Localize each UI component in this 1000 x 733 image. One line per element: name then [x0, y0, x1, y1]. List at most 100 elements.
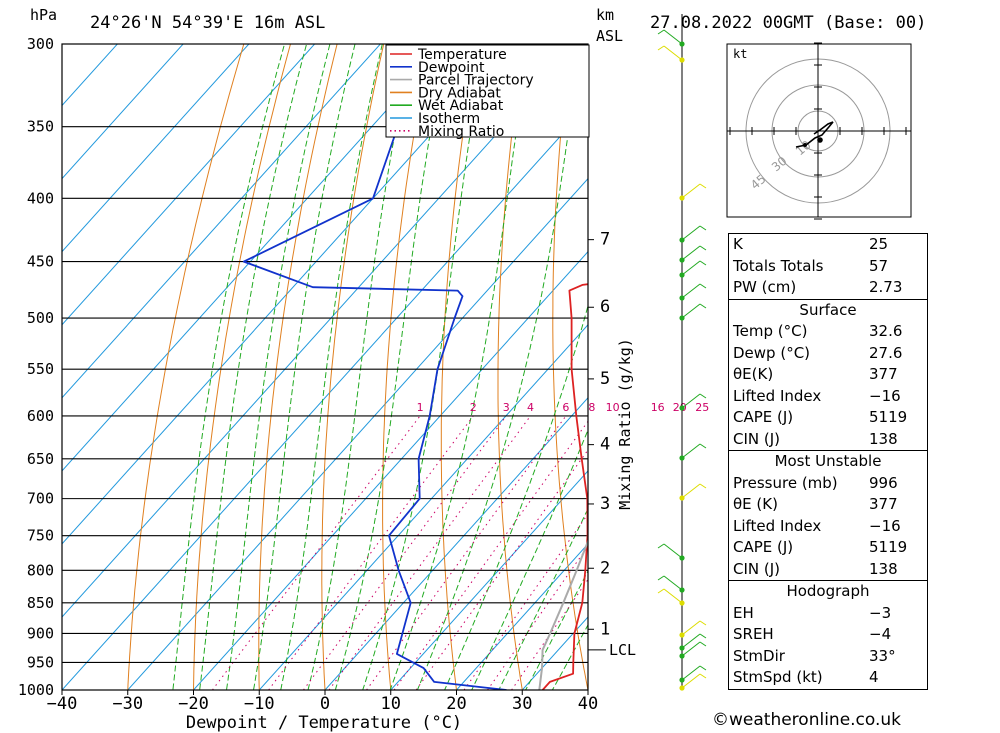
mixing-ratio-label: 25 [695, 401, 709, 414]
wind-barb-flag [699, 183, 707, 189]
pressure-label: 800 [27, 561, 54, 579]
km-label: 4 [600, 435, 610, 455]
wind-barb-shaft [681, 633, 701, 649]
wind-barb-shaft [681, 283, 701, 299]
mixing-ratio-line [366, 415, 567, 690]
mu-cape: CAPE (J) 5119 [733, 538, 908, 556]
mixing-ratio-label: 2 [470, 401, 477, 414]
mixing-ratio-line [415, 449, 588, 690]
wind-barb-shaft [681, 665, 701, 681]
mu-cin: CIN (J) 138 [733, 559, 898, 578]
wind-barb-flag [699, 641, 707, 647]
wind-barb-shaft [681, 443, 701, 459]
km-label: 1 [600, 619, 610, 639]
x-tick-label: −10 [244, 694, 275, 714]
wind-barb-flag [699, 620, 707, 626]
index-totals: Totals Totals 57 [733, 256, 889, 275]
sounding-curves [242, 44, 588, 690]
dry-adiabat-line [938, 0, 1000, 690]
wind-barb-flag [657, 588, 665, 594]
x-tick-label: −30 [112, 694, 143, 714]
wind-barb-shaft [681, 483, 701, 499]
pressure-label: 400 [27, 189, 54, 207]
mixing-ratio-label: 8 [588, 401, 595, 414]
legend-label: Dry Adiabat [418, 85, 501, 101]
mixing-ratio-line [268, 415, 474, 690]
hodograph-trace [795, 121, 834, 148]
wind-barb-shaft [681, 245, 701, 261]
legend-label: Parcel Trajectory [418, 73, 534, 89]
mixing-ratio-line [463, 513, 588, 690]
pressure-label: 350 [27, 118, 54, 136]
mixing-ratio-axis-title: Mixing Ratio (g/kg) [616, 338, 634, 510]
height-km-labels: 1 2 3 4 5 6 7 LCL [588, 230, 636, 659]
surface-temp: Temp (°C) 32.6 [733, 322, 903, 340]
dewpoint-curve [242, 44, 507, 690]
wind-barb-flag [699, 245, 707, 251]
x-tick-label: 0 [320, 694, 330, 714]
pressure-label: 650 [27, 450, 54, 468]
mixing-ratio-label: 3 [503, 401, 510, 414]
wet-adiabat-line [280, 44, 383, 690]
x-tick-label: 40 [578, 694, 598, 714]
wind-barb-flag [699, 225, 707, 231]
dry-adiabat-line [258, 44, 338, 690]
dry-adiabat-line [552, 44, 588, 690]
wind-barb-flag [657, 29, 665, 35]
isotherm-line [62, 44, 184, 180]
wind-barb-flag [657, 45, 665, 51]
surface-dewp: Dewp (°C) 27.6 [733, 343, 903, 362]
dry-adiabat-line [982, 0, 1000, 690]
hodo-eh: EH −3 [733, 603, 892, 622]
isotherm-line [390, 470, 588, 690]
wind-barb-flag [699, 260, 707, 266]
wind-barb-shaft [681, 260, 701, 276]
legend-label: Isotherm [418, 111, 480, 127]
wind-barb-shaft [663, 575, 683, 591]
wet-adiabat-line [225, 44, 331, 690]
wind-barb-shaft [681, 620, 701, 636]
wet-adiabat-line [498, 507, 588, 690]
dry-adiabat-line [382, 44, 431, 690]
hodograph-units: kt [733, 47, 747, 61]
wind-barb-flag [699, 303, 707, 309]
credit-link[interactable]: ©weatheronline.co.uk [712, 710, 902, 730]
legend-label: Mixing Ratio [418, 124, 504, 140]
wind-barb-shaft [663, 45, 683, 61]
surface-cin: CIN (J) 138 [733, 429, 898, 448]
hodo-sreh: SREH −4 [733, 625, 892, 643]
isotherm-line [62, 44, 250, 253]
wet-adiabat-line [551, 623, 588, 690]
dry-adiabat-line [321, 44, 385, 690]
pressure-label: 900 [27, 624, 54, 642]
wind-barb-shaft [663, 588, 683, 604]
wind-barb-shaft [681, 225, 701, 241]
x-tick-label: −20 [178, 694, 209, 714]
x-axis-title: Dewpoint / Temperature (°C) [186, 713, 462, 733]
units-asl: ASL [596, 27, 623, 45]
dry-adiabat-line [497, 44, 525, 690]
dry-adiabat-line [440, 44, 478, 690]
units-hpa: hPa [30, 6, 57, 24]
wind-barb-flag [657, 543, 665, 549]
isotherm-line [62, 44, 382, 399]
pressure-label: 600 [27, 407, 54, 425]
wind-barb-flag [699, 283, 707, 289]
pressure-label: 500 [27, 309, 54, 327]
x-tick-label: 10 [381, 694, 401, 714]
index-k: K 25 [733, 235, 889, 253]
km-label: 5 [600, 369, 610, 389]
temperature-curve [541, 283, 588, 690]
pressure-label: 1000 [18, 681, 54, 699]
mu-lifted-index: Lifted Index −16 [733, 516, 901, 535]
legend-label: Wet Adiabat [418, 98, 504, 114]
mixing-ratio-labels: 12346810162025 [417, 401, 710, 414]
wind-barb-flag [699, 443, 707, 449]
pressure-label: 700 [27, 490, 54, 508]
dry-adiabat-line [127, 44, 245, 690]
hodo-stmspd: StmSpd (kt) 4 [733, 668, 879, 686]
pressure-label: 750 [27, 527, 54, 545]
isotherm-line [455, 543, 588, 690]
wind-barb-shaft [681, 183, 701, 199]
legend-label: Temperature [417, 47, 507, 63]
